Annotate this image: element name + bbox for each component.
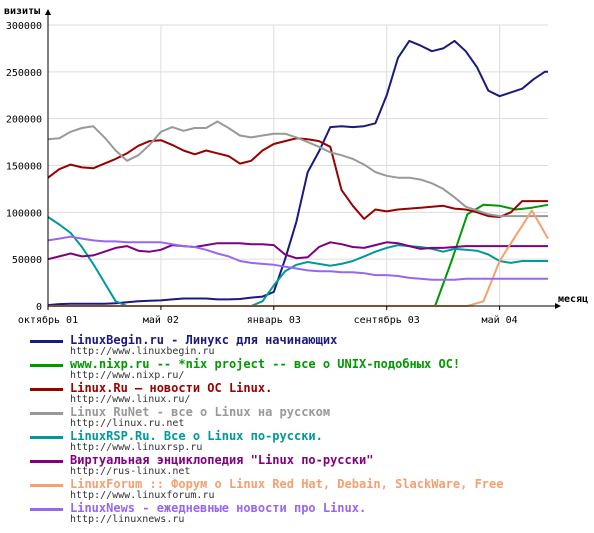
series-line-1 <box>48 203 549 307</box>
tick-labels: 0 50000 100000 150000 200000 250000 300000 октя… <box>6 21 518 326</box>
legend-item: Linux RuNet - все о Linux на русском http… <box>30 405 590 429</box>
legend-swatch <box>30 412 63 415</box>
x-tick-label: октябрь 01 <box>18 314 78 326</box>
legend-series-name: Виртуальная энциклопедия "Linux по-русск… <box>70 453 374 467</box>
legend-series-url: http://www.linuxbegin.ru <box>70 346 215 357</box>
legend-series-name: LinuxBegin.ru - Линукс для начинающих <box>70 333 338 347</box>
y-tick-label: 200000 <box>6 115 42 126</box>
series-line-7 <box>47 235 548 281</box>
x-tick-label: январь 03 <box>247 315 301 326</box>
series-line-4 <box>47 216 548 307</box>
legend-series-name: Linux.Ru — новости ОС Linux. <box>70 381 273 395</box>
series-lines <box>47 39 549 307</box>
legend-item: www.nixp.ru -- *nix project -- все о UNI… <box>30 357 590 381</box>
y-tick-label: 300000 <box>6 21 42 32</box>
legend-swatch <box>30 484 63 487</box>
legend-swatch <box>30 436 63 439</box>
legend-series-url: http://linux.ru.net <box>70 418 185 429</box>
y-axis-title: визиты <box>4 6 40 17</box>
legend-item: LinuxBegin.ru - Линукс для начинающих htt… <box>30 333 590 357</box>
y-tick-label: 250000 <box>6 68 42 79</box>
legend-series-name: LinuxNews - ежедневные новости про Linux… <box>70 501 367 515</box>
legend-item: LinuxForum :: Форум о Linux Red Hat, Deb… <box>30 477 590 501</box>
axes <box>45 9 561 310</box>
legend-series-url: http://www.linux.ru/ <box>70 394 191 405</box>
series-line-5 <box>47 241 548 261</box>
legend-series-url: http://rus-linux.net <box>70 466 191 477</box>
legend-series-url: http://linuxnews.ru <box>70 514 185 525</box>
y-tick-label: 50000 <box>12 255 42 266</box>
x-axis-title: месяц <box>558 294 588 305</box>
legend-series-url: http://www.nixp.ru/ <box>70 370 185 381</box>
legend-item: LinuxNews - ежедневные новости про Linux… <box>30 501 590 525</box>
y-tick-label: 100000 <box>6 208 42 219</box>
legend-swatch <box>30 340 63 343</box>
legend: LinuxBegin.ru - Линукс для начинающих htt… <box>30 333 590 525</box>
y-tick-label: 0 <box>36 302 42 313</box>
series-line-3 <box>47 120 548 218</box>
y-axis-arrow <box>45 9 51 15</box>
visits-line-chart: 0 50000 100000 150000 200000 250000 300000 октя… <box>4 6 588 326</box>
legend-series-name: LinuxRSP.Ru. Все о Linux по-русски. <box>70 429 323 443</box>
x-tick-label: сентябрь 03 <box>354 314 420 326</box>
legend-series-url: http://www.linuxrsp.ru <box>70 442 203 453</box>
series-line-0 <box>47 39 548 307</box>
legend-swatch <box>30 388 63 391</box>
y-tick-label: 150000 <box>6 162 42 173</box>
legend-item: LinuxRSP.Ru. Все о Linux по-русски. http:… <box>30 429 590 453</box>
x-axis-arrow <box>555 303 561 309</box>
series-line-2 <box>47 137 548 220</box>
legend-series-name: www.nixp.ru -- *nix project -- все о UNI… <box>70 357 461 371</box>
x-tick-label: май 02 <box>143 314 179 326</box>
grid-lines <box>47 24 548 307</box>
legend-series-url: http://www.linuxforum.ru <box>70 490 215 501</box>
legend-item: Linux.Ru — новости ОС Linux. http://www.l… <box>30 381 590 405</box>
legend-swatch <box>30 364 63 367</box>
legend-item: Виртуальная энциклопедия "Linux по-русск… <box>30 453 590 477</box>
legend-series-name: Linux RuNet - все о Linux на русском <box>70 405 331 419</box>
x-tick-label: май 04 <box>482 314 518 326</box>
legend-swatch <box>30 508 63 511</box>
legend-series-name: LinuxForum :: Форум о Linux Red Hat, Deb… <box>70 477 504 491</box>
legend-swatch <box>30 460 63 463</box>
